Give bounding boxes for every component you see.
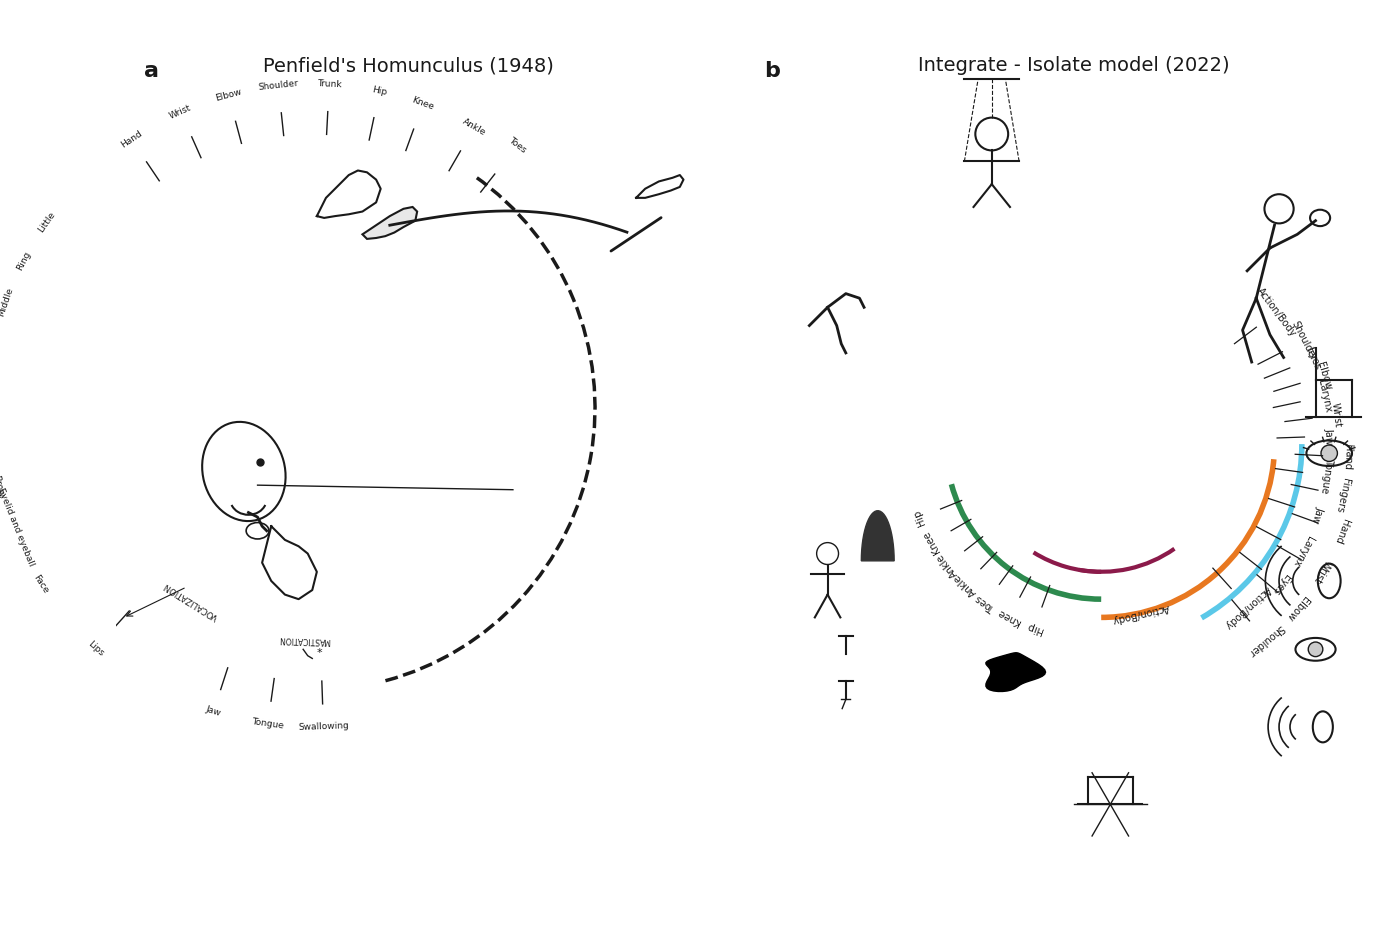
Text: Elbow: Elbow — [1284, 594, 1310, 623]
Text: Larynx: Larynx — [1291, 534, 1315, 569]
Text: Swallowing: Swallowing — [298, 721, 349, 732]
Text: Toes: Toes — [507, 136, 528, 155]
Text: b: b — [764, 62, 780, 81]
Text: Tongue: Tongue — [1320, 458, 1334, 494]
Text: Knee: Knee — [921, 529, 942, 555]
Text: Hip: Hip — [371, 85, 388, 97]
Text: Action/Body: Action/Body — [1110, 601, 1170, 624]
Text: Hand: Hand — [119, 129, 144, 149]
Text: Knee: Knee — [410, 95, 435, 112]
FancyArrowPatch shape — [610, 218, 661, 251]
Text: Face: Face — [31, 573, 50, 595]
Text: Action/Body: Action/Body — [1254, 286, 1298, 338]
Text: Fingers: Fingers — [1334, 477, 1351, 514]
Text: Ankle: Ankle — [934, 551, 959, 579]
Text: Wrist: Wrist — [1312, 558, 1333, 585]
Text: Shoulder: Shoulder — [258, 79, 300, 92]
Text: Jaw: Jaw — [1310, 505, 1326, 524]
Text: VOCALIZATION: VOCALIZATION — [162, 581, 220, 622]
Text: Elbow: Elbow — [214, 87, 242, 103]
Text: Ankle: Ankle — [461, 117, 487, 137]
Text: Eyes: Eyes — [1303, 346, 1322, 371]
Text: Middle: Middle — [0, 286, 15, 318]
Text: a: a — [144, 62, 158, 81]
Circle shape — [1322, 445, 1337, 461]
Text: Shoulder: Shoulder — [1289, 319, 1319, 363]
Text: Jaw: Jaw — [1324, 428, 1334, 445]
Text: Trunk: Trunk — [316, 79, 342, 89]
Text: Jaw: Jaw — [204, 705, 223, 718]
Text: Wrist: Wrist — [168, 103, 193, 120]
Text: Penfield's Homunculus (1948): Penfield's Homunculus (1948) — [263, 57, 553, 75]
Text: Ring: Ring — [15, 250, 32, 272]
Polygon shape — [363, 207, 417, 239]
Polygon shape — [861, 511, 895, 561]
Text: Hip: Hip — [1025, 621, 1043, 636]
Polygon shape — [986, 652, 1046, 692]
Text: Brow: Brow — [0, 474, 6, 498]
Text: Eyes: Eyes — [1270, 572, 1292, 596]
Text: Shoulder: Shoulder — [1246, 622, 1285, 657]
Text: Hip: Hip — [911, 508, 927, 527]
Text: *: * — [316, 648, 322, 658]
Text: Hand: Hand — [1341, 444, 1352, 470]
Text: Action/Body: Action/Body — [1222, 583, 1273, 630]
Text: Lips: Lips — [85, 638, 105, 658]
Text: MASTICATION: MASTICATION — [279, 635, 330, 646]
Text: Eyelid and eyeball: Eyelid and eyeball — [0, 487, 36, 568]
Text: Toes: Toes — [974, 593, 997, 613]
Text: Ankle: Ankle — [952, 572, 979, 598]
Text: Knee: Knee — [995, 607, 1022, 627]
Text: Integrate - Isolate model (2022): Integrate - Isolate model (2022) — [918, 57, 1229, 75]
Text: Hand: Hand — [1331, 517, 1350, 545]
Text: Little: Little — [36, 210, 57, 234]
Text: Larynx: Larynx — [1316, 379, 1333, 414]
Text: Elbow: Elbow — [1315, 361, 1333, 391]
Circle shape — [1308, 642, 1323, 657]
Text: Tongue: Tongue — [251, 717, 284, 731]
Text: Wrist: Wrist — [1330, 403, 1343, 428]
